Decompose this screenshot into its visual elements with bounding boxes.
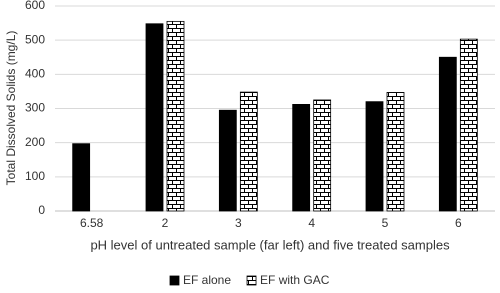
bar: [459, 38, 478, 212]
y-axis-title: Total Dissolved Solids (mg/L): [4, 31, 18, 186]
bar: [386, 92, 405, 212]
bar: [313, 99, 332, 212]
y-tick-label: 300: [25, 101, 45, 115]
bar: [438, 56, 457, 212]
legend-label: EF with GAC: [260, 273, 330, 287]
bar: [218, 109, 237, 212]
legend-label: EF alone: [183, 273, 231, 287]
y-tick-label: 100: [25, 169, 45, 183]
x-tick-label: 6.58: [80, 216, 104, 230]
bar: [72, 143, 91, 212]
bar: [292, 104, 311, 212]
bar: [166, 20, 185, 212]
x-tick-label: 4: [308, 216, 315, 230]
y-tick-label: 600: [25, 0, 45, 12]
bar: [239, 91, 258, 212]
legend-swatch: [169, 275, 180, 286]
x-tick-label: 3: [235, 216, 242, 230]
legend-swatch: [246, 275, 257, 286]
y-tick-label: 500: [25, 32, 45, 46]
y-tick-label: 400: [25, 67, 45, 81]
y-tick-label: 200: [25, 135, 45, 149]
x-axis-title: pH level of untreated sample (far left) …: [90, 237, 450, 252]
y-tick-label: 0: [38, 203, 45, 217]
x-tick-label: 2: [162, 216, 169, 230]
x-tick-label: 5: [382, 216, 389, 230]
x-tick-label: 6: [455, 216, 462, 230]
bar: [145, 23, 164, 212]
bar: [365, 101, 384, 212]
